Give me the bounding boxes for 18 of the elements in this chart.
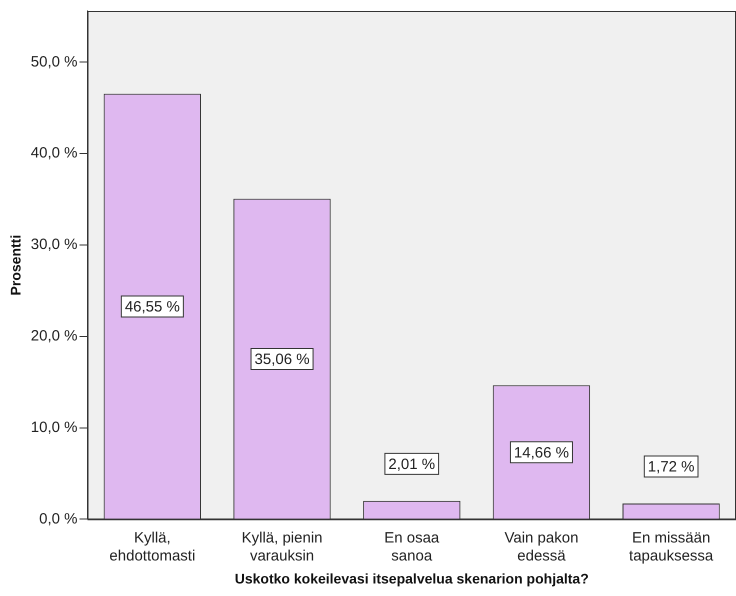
x-axis-title: Uskotko kokeilevasi itsepalvelua skenarion pohjalta? xyxy=(234,570,589,586)
data-label: 35,06 % xyxy=(254,351,310,368)
y-tick-label: 50,0 % xyxy=(30,53,78,70)
y-tick-label: 30,0 % xyxy=(30,236,78,254)
y-tick-label: 10,0 % xyxy=(30,418,78,436)
y-tick-label: 0,0 % xyxy=(39,510,78,528)
x-tick-label: Kyllä, pienin varauksin xyxy=(242,529,322,564)
data-label: 2,01 % xyxy=(388,456,436,473)
y-tick-label: 40,0 % xyxy=(30,144,78,162)
x-tick-label: Vain pakon edessä xyxy=(504,529,578,564)
x-tick-label: En missään tapauksessa xyxy=(629,529,714,564)
y-axis-title: Prosentti xyxy=(7,234,24,296)
x-tick-label: Kyllä, ehdottomasti xyxy=(109,529,196,564)
y-tick-label: 20,0 % xyxy=(30,328,78,345)
data-label: 1,72 % xyxy=(648,458,694,476)
data-label: 14,66 % xyxy=(514,444,569,462)
x-tick-label: En osaa sanoa xyxy=(384,529,440,564)
data-label: 46,55 % xyxy=(124,298,180,316)
